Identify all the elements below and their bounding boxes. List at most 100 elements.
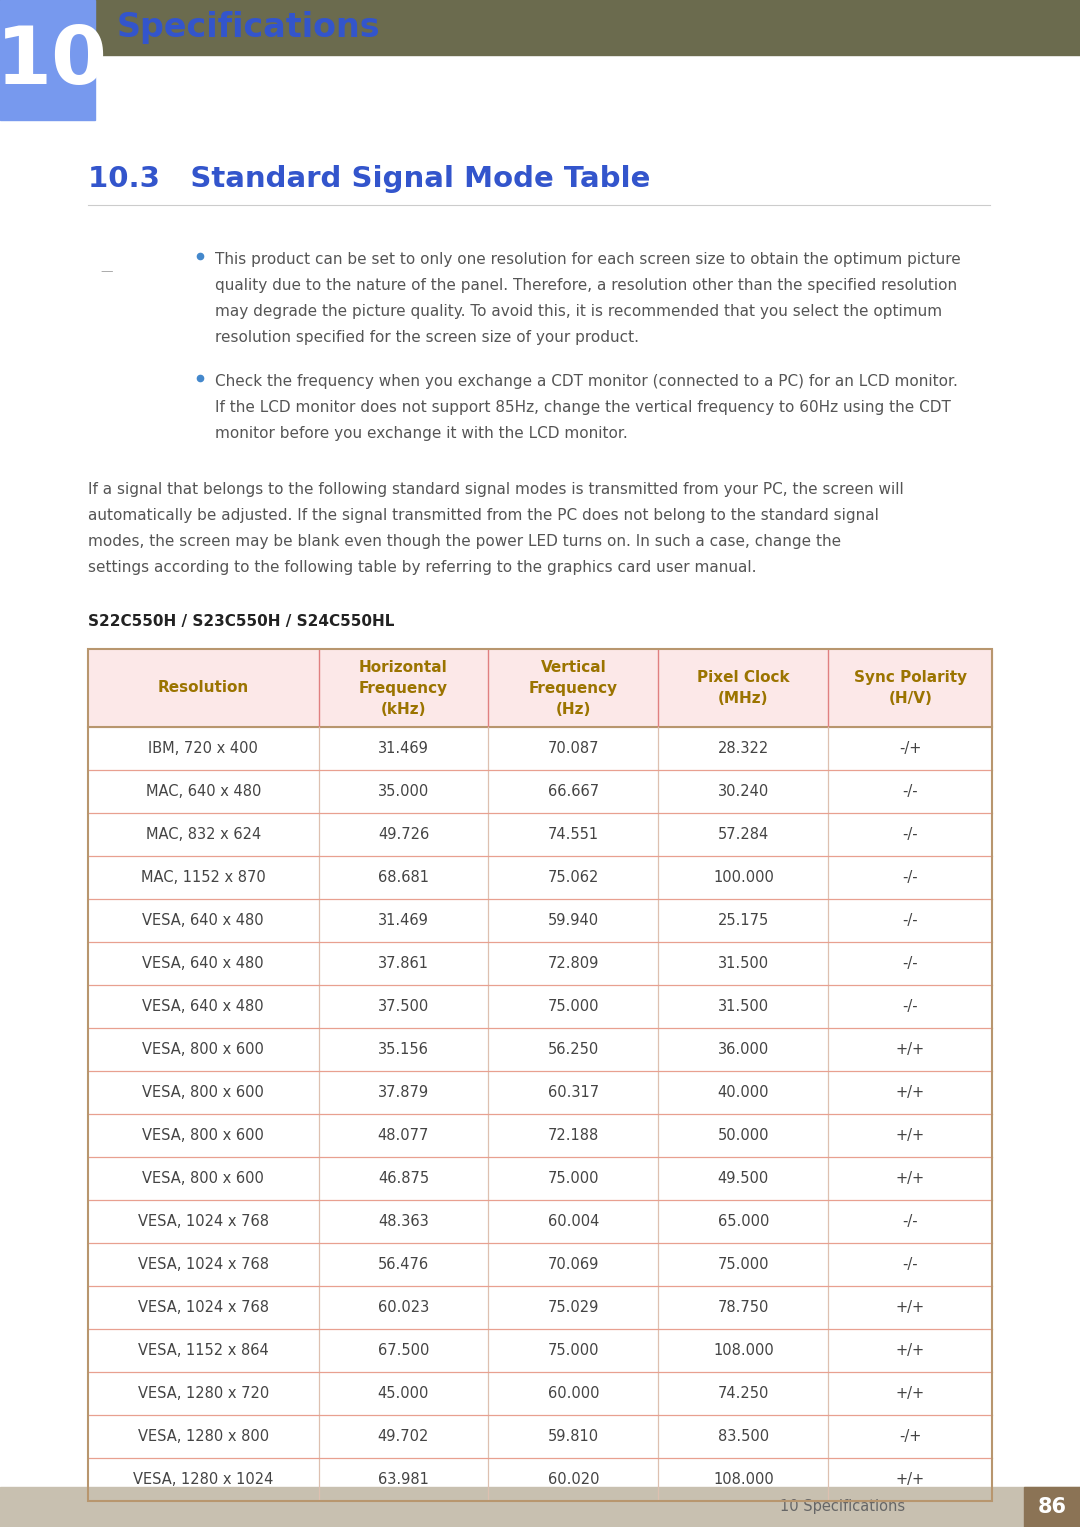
Text: modes, the screen may be blank even though the power LED turns on. In such a cas: modes, the screen may be blank even thou… (87, 534, 841, 550)
Text: If a signal that belongs to the following standard signal modes is transmitted f: If a signal that belongs to the followin… (87, 483, 904, 496)
Text: -/-: -/- (903, 999, 918, 1014)
Text: 48.077: 48.077 (378, 1128, 429, 1144)
Text: +/+: +/+ (895, 1299, 924, 1315)
Text: S22C550H / S23C550H / S24C550HL: S22C550H / S23C550H / S24C550HL (87, 614, 394, 629)
Text: 70.069: 70.069 (548, 1257, 599, 1272)
Text: VESA, 1280 x 720: VESA, 1280 x 720 (137, 1387, 269, 1400)
Text: VESA, 1280 x 1024: VESA, 1280 x 1024 (133, 1472, 273, 1487)
Text: VESA, 640 x 480: VESA, 640 x 480 (143, 999, 265, 1014)
Text: Vertical
Frequency
(Hz): Vertical Frequency (Hz) (529, 660, 618, 716)
Text: 63.981: 63.981 (378, 1472, 429, 1487)
Text: 108.000: 108.000 (713, 1344, 773, 1358)
Bar (1024, 1487, 1080, 1527)
Text: IBM, 720 x 400: IBM, 720 x 400 (148, 741, 258, 756)
Text: 59.810: 59.810 (548, 1429, 599, 1445)
Text: 10: 10 (0, 23, 108, 101)
Text: -/+: -/+ (899, 1429, 921, 1445)
Text: 60.023: 60.023 (378, 1299, 429, 1315)
Text: 49.500: 49.500 (718, 1171, 769, 1186)
Bar (0, 1487, 1080, 1527)
Text: Horizontal
Frequency
(kHz): Horizontal Frequency (kHz) (359, 660, 448, 716)
Text: -/-: -/- (903, 956, 918, 971)
Text: +/+: +/+ (895, 1171, 924, 1186)
Text: 31.500: 31.500 (718, 956, 769, 971)
Text: 25.175: 25.175 (718, 913, 769, 928)
Text: Sync Polarity
(H/V): Sync Polarity (H/V) (853, 670, 967, 705)
Text: automatically be adjusted. If the signal transmitted from the PC does not belong: automatically be adjusted. If the signal… (87, 508, 879, 524)
Text: 60.004: 60.004 (548, 1214, 599, 1229)
Text: 35.000: 35.000 (378, 783, 429, 799)
Text: Specifications: Specifications (117, 11, 380, 44)
Text: 72.809: 72.809 (548, 956, 599, 971)
Text: 45.000: 45.000 (378, 1387, 429, 1400)
Text: 31.469: 31.469 (378, 741, 429, 756)
Text: 31.500: 31.500 (718, 999, 769, 1014)
Text: -/+: -/+ (899, 741, 921, 756)
Text: VESA, 800 x 600: VESA, 800 x 600 (143, 1086, 265, 1099)
Text: 75.000: 75.000 (548, 999, 599, 1014)
Text: 74.250: 74.250 (718, 1387, 769, 1400)
Text: 65.000: 65.000 (718, 1214, 769, 1229)
Text: -/-: -/- (903, 783, 918, 799)
Text: 60.020: 60.020 (548, 1472, 599, 1487)
Text: VESA, 640 x 480: VESA, 640 x 480 (143, 913, 265, 928)
Text: 66.667: 66.667 (548, 783, 599, 799)
Text: 10.3   Standard Signal Mode Table: 10.3 Standard Signal Mode Table (87, 165, 650, 192)
Text: VESA, 1024 x 768: VESA, 1024 x 768 (138, 1299, 269, 1315)
Text: VESA, 800 x 600: VESA, 800 x 600 (143, 1171, 265, 1186)
Text: resolution specified for the screen size of your product.: resolution specified for the screen size… (215, 330, 639, 345)
Text: 10 Specifications: 10 Specifications (780, 1500, 905, 1515)
Text: 72.188: 72.188 (548, 1128, 599, 1144)
Text: +/+: +/+ (895, 1344, 924, 1358)
Text: If the LCD monitor does not support 85Hz, change the vertical frequency to 60Hz : If the LCD monitor does not support 85Hz… (215, 400, 950, 415)
Text: 78.750: 78.750 (718, 1299, 769, 1315)
Text: +/+: +/+ (895, 1086, 924, 1099)
Text: MAC, 1152 x 870: MAC, 1152 x 870 (140, 870, 266, 886)
Text: 75.029: 75.029 (548, 1299, 599, 1315)
Text: 68.681: 68.681 (378, 870, 429, 886)
Text: may degrade the picture quality. To avoid this, it is recommended that you selec: may degrade the picture quality. To avoi… (215, 304, 942, 319)
Text: MAC, 640 x 480: MAC, 640 x 480 (146, 783, 261, 799)
Text: VESA, 1152 x 864: VESA, 1152 x 864 (138, 1344, 269, 1358)
Text: Pixel Clock
(MHz): Pixel Clock (MHz) (697, 670, 789, 705)
Text: -/-: -/- (903, 870, 918, 886)
Text: settings according to the following table by referring to the graphics card user: settings according to the following tabl… (87, 560, 756, 576)
Text: 70.087: 70.087 (548, 741, 599, 756)
Text: 48.363: 48.363 (378, 1214, 429, 1229)
Text: This product can be set to only one resolution for each screen size to obtain th: This product can be set to only one reso… (215, 252, 961, 267)
Text: -/-: -/- (903, 913, 918, 928)
Bar (0, 0, 1080, 55)
Text: 49.726: 49.726 (378, 828, 429, 841)
Text: Check the frequency when you exchange a CDT monitor (connected to a PC) for an L: Check the frequency when you exchange a … (215, 374, 958, 389)
Bar (87, 649, 993, 1501)
Text: 57.284: 57.284 (718, 828, 769, 841)
Text: 75.000: 75.000 (548, 1344, 599, 1358)
Text: VESA, 640 x 480: VESA, 640 x 480 (143, 956, 265, 971)
Text: 56.476: 56.476 (378, 1257, 429, 1272)
Text: VESA, 1024 x 768: VESA, 1024 x 768 (138, 1214, 269, 1229)
Text: +/+: +/+ (895, 1128, 924, 1144)
Text: MAC, 832 x 624: MAC, 832 x 624 (146, 828, 261, 841)
Text: +/+: +/+ (895, 1387, 924, 1400)
Text: 83.500: 83.500 (718, 1429, 769, 1445)
Text: 37.500: 37.500 (378, 999, 429, 1014)
Text: 49.702: 49.702 (378, 1429, 429, 1445)
Text: VESA, 1280 x 800: VESA, 1280 x 800 (137, 1429, 269, 1445)
Text: 86: 86 (1038, 1496, 1067, 1516)
Text: 60.000: 60.000 (548, 1387, 599, 1400)
Text: VESA, 1024 x 768: VESA, 1024 x 768 (138, 1257, 269, 1272)
Text: —: — (100, 266, 112, 278)
Text: -/-: -/- (903, 1214, 918, 1229)
Text: 35.156: 35.156 (378, 1041, 429, 1057)
Text: 100.000: 100.000 (713, 870, 774, 886)
Text: 56.250: 56.250 (548, 1041, 599, 1057)
Text: Resolution: Resolution (158, 681, 248, 695)
Text: 74.551: 74.551 (548, 828, 599, 841)
Text: 50.000: 50.000 (717, 1128, 769, 1144)
Text: quality due to the nature of the panel. Therefore, a resolution other than the s: quality due to the nature of the panel. … (215, 278, 957, 293)
Text: 37.879: 37.879 (378, 1086, 429, 1099)
Text: 37.861: 37.861 (378, 956, 429, 971)
Text: 67.500: 67.500 (378, 1344, 429, 1358)
Bar (87, 649, 993, 727)
Text: -/-: -/- (903, 1257, 918, 1272)
